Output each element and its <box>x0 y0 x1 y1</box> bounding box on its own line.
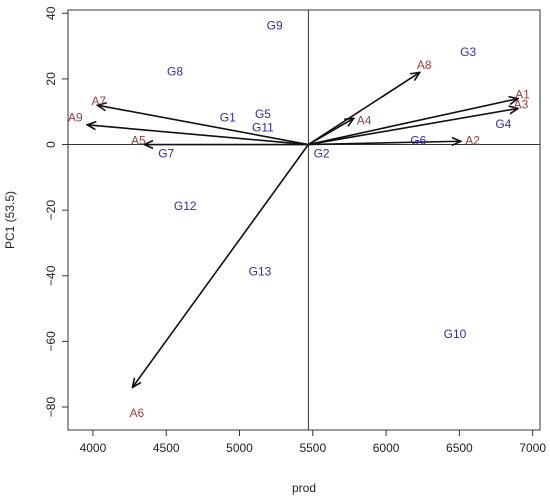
env-label-a4: A4 <box>357 114 372 128</box>
plot-frame <box>67 9 541 431</box>
vector-a3 <box>308 108 518 146</box>
x-tick-label: 5500 <box>299 441 326 455</box>
y-tick-label: −20 <box>44 200 58 221</box>
y-tick-label: 20 <box>44 72 58 86</box>
vector-a6 <box>132 144 310 388</box>
y-axis-title: PC1 (53.5) <box>3 191 17 249</box>
genotype-g9: G9 <box>267 19 283 33</box>
env-label-a2: A2 <box>465 133 480 147</box>
x-tick-label: 6000 <box>373 441 400 455</box>
vector-a7 <box>97 105 309 146</box>
x-tick-label: 5000 <box>226 441 253 455</box>
genotype-g7: G7 <box>158 147 174 161</box>
genotype-g5: G5 <box>255 107 271 121</box>
x-tick-label: 4000 <box>80 441 107 455</box>
env-label-a5: A5 <box>131 133 146 147</box>
vector-a1 <box>308 99 518 146</box>
genotype-g13: G13 <box>249 265 272 279</box>
env-label-a6: A6 <box>130 406 145 420</box>
env-label-a8: A8 <box>417 58 432 72</box>
y-tick-label: −60 <box>44 331 58 352</box>
genotype-g4: G4 <box>495 117 511 131</box>
genotype-g3: G3 <box>460 45 476 59</box>
vector-a9 <box>87 125 309 146</box>
genotype-g6: G6 <box>410 133 426 147</box>
genotype-g8: G8 <box>167 65 183 79</box>
genotype-g2: G2 <box>314 147 330 161</box>
env-label-a9: A9 <box>68 110 83 124</box>
vector-a2 <box>308 141 460 144</box>
genotype-g1: G1 <box>220 110 236 124</box>
x-tick-label: 6500 <box>446 441 473 455</box>
env-label-a7: A7 <box>91 94 106 108</box>
env-label-a1: A1 <box>515 87 530 101</box>
x-tick-label: 4500 <box>153 441 180 455</box>
genotype-g11: G11 <box>252 120 274 134</box>
y-tick-label: −80 <box>44 397 58 418</box>
env-label-a3: A3 <box>514 97 529 111</box>
genotype-g12: G12 <box>174 199 197 213</box>
x-axis-title: prod <box>292 481 316 495</box>
x-tick-label: 7000 <box>519 441 546 455</box>
vector-a8 <box>307 72 419 146</box>
genotype-g10: G10 <box>444 327 467 341</box>
y-tick-label: −40 <box>44 265 58 286</box>
y-tick-label: 0 <box>44 141 58 148</box>
y-tick-label: 40 <box>44 6 58 20</box>
